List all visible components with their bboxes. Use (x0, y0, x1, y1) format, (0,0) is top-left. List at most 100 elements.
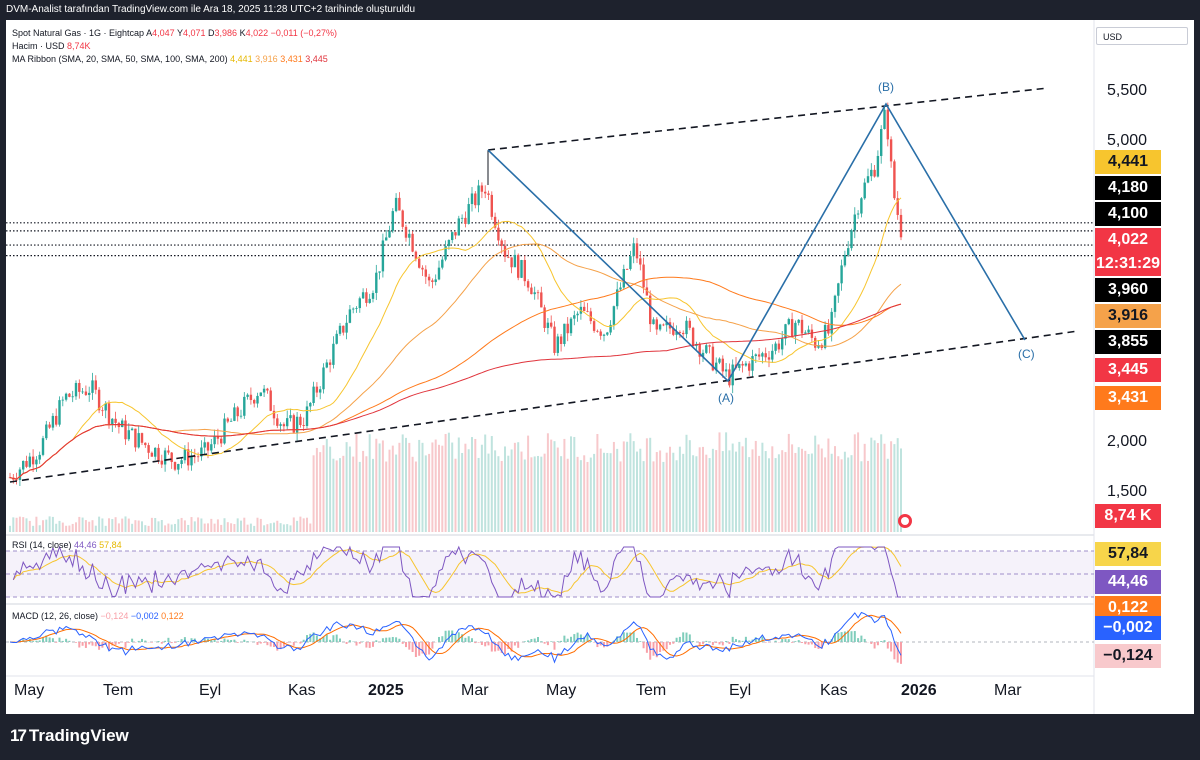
volume-bar (51, 516, 54, 532)
price-tag: 57,84 (1095, 542, 1161, 566)
candle-body (345, 322, 348, 333)
candle-body (889, 139, 893, 162)
volume-bar (457, 437, 460, 532)
candle-body (441, 259, 444, 268)
candle-body (220, 438, 223, 444)
volume-bar (15, 517, 18, 532)
candle-body (870, 169, 873, 177)
macd-histogram-bar (210, 639, 213, 642)
macd-histogram-bar (801, 642, 803, 643)
macd-line-value: −0,002 (130, 611, 159, 621)
macd-histogram-bar (675, 637, 678, 642)
price-tag: 3,855 (1095, 330, 1161, 354)
volume-bar (104, 525, 107, 532)
volume-bar (306, 517, 308, 532)
candle-body (91, 380, 94, 393)
candle-body (556, 336, 559, 353)
macd-histogram-bar (91, 642, 94, 646)
candle-body (434, 279, 437, 282)
candle-body (866, 176, 870, 183)
macd-histogram-bar (441, 636, 444, 642)
macd-histogram-bar (807, 642, 810, 645)
candle-body (368, 298, 371, 303)
candle-body (196, 456, 200, 458)
candle-body (302, 425, 305, 426)
candle-body (757, 354, 761, 357)
macd-histogram-bar (405, 642, 407, 648)
macd-histogram-bar (365, 642, 368, 648)
volume-bar (368, 434, 371, 532)
volume-bar (886, 458, 889, 532)
volume-bar (372, 458, 374, 532)
candle-body (130, 428, 134, 431)
candle-body (81, 391, 84, 393)
volume-bar (847, 457, 850, 532)
volume-bar (520, 451, 523, 532)
candle-body (256, 395, 259, 404)
macd-histogram-bar (170, 642, 173, 644)
volume-bar (728, 450, 731, 532)
candle-body (484, 191, 487, 194)
macd-histogram-bar (543, 642, 546, 644)
volume-bar (187, 524, 190, 532)
macd-histogram-bar (685, 632, 688, 642)
volume-bar (309, 523, 312, 532)
tradingview-brand[interactable]: 17 TradingView (10, 726, 129, 746)
candle-body (708, 345, 711, 347)
macd-histogram-bar (560, 640, 563, 642)
candle-body (724, 369, 728, 372)
currency-button[interactable]: USD (1096, 27, 1188, 45)
macd-histogram-bar (655, 642, 658, 658)
candle-body (662, 324, 665, 326)
candle-body (233, 407, 236, 421)
volume-bar (98, 516, 101, 532)
macd-histogram-bar (754, 637, 757, 642)
candle-body (170, 452, 173, 462)
candle-body (543, 307, 546, 328)
candle-body (467, 204, 470, 224)
candle-body (748, 363, 751, 371)
candle-body (111, 418, 114, 424)
candle-body (744, 363, 748, 366)
macd-histogram-bar (150, 642, 153, 643)
candle-body (464, 217, 467, 224)
chart-area[interactable] (6, 20, 1194, 714)
macd-histogram-bar (160, 642, 163, 644)
volume-bar (632, 441, 635, 532)
candle-body (15, 479, 18, 481)
candle-body (474, 193, 477, 206)
volume-bar (428, 453, 431, 532)
channel-upper-line (487, 87, 1049, 151)
macd-histogram-bar (395, 637, 398, 642)
candle-body (414, 251, 418, 259)
candle-body (312, 386, 315, 404)
macd-histogram-bar (322, 636, 325, 642)
volume-bar (332, 458, 335, 532)
rsi-line (12, 545, 901, 599)
macd-histogram-bar (474, 642, 477, 644)
footer-bar (0, 714, 1200, 760)
candle-body (576, 313, 579, 316)
candle-body (391, 211, 394, 231)
macd-histogram-bar (444, 630, 447, 642)
price-tag: −0,124 (1095, 644, 1161, 668)
volume-bar (513, 442, 516, 532)
volume-bar (45, 519, 48, 532)
macd-histogram-bar (682, 632, 685, 642)
candle-body (74, 382, 78, 397)
candle-body (457, 218, 460, 236)
macd-histogram-bar (319, 638, 322, 642)
volume-bar (108, 518, 110, 532)
macd-histogram-bar (477, 642, 480, 643)
volume-bar (342, 455, 345, 532)
price-tag: 44,46 (1095, 570, 1161, 594)
macd-histogram-bar (358, 642, 361, 644)
volume-bar (164, 525, 167, 532)
macd-histogram-bar (804, 642, 807, 645)
volume-bar (434, 439, 437, 532)
close-label: K (239, 28, 246, 38)
candle-body (78, 382, 81, 392)
macd-histogram-bar (164, 640, 167, 642)
macd-histogram-bar (606, 642, 609, 647)
